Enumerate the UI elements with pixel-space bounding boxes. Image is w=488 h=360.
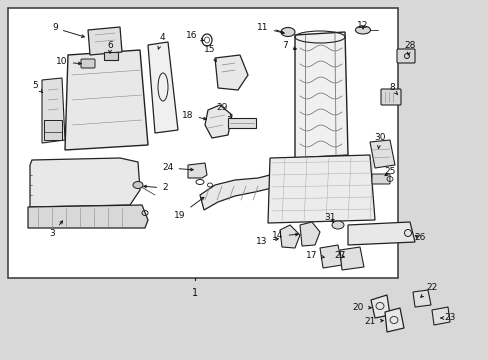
Text: 4: 4: [158, 33, 164, 49]
Polygon shape: [347, 222, 414, 245]
Polygon shape: [280, 225, 299, 248]
Polygon shape: [204, 105, 231, 138]
Polygon shape: [215, 55, 247, 90]
Text: 27: 27: [334, 252, 345, 261]
Polygon shape: [28, 205, 148, 228]
Ellipse shape: [281, 27, 294, 36]
Text: 7: 7: [282, 41, 296, 50]
Text: 25: 25: [384, 167, 395, 176]
Polygon shape: [148, 42, 178, 133]
Text: 6: 6: [107, 40, 113, 53]
Polygon shape: [299, 222, 319, 246]
FancyBboxPatch shape: [396, 49, 414, 63]
Ellipse shape: [331, 221, 343, 229]
Text: 31: 31: [324, 213, 335, 222]
Text: 11: 11: [257, 23, 284, 34]
Text: 8: 8: [388, 84, 397, 95]
Bar: [8, 8, 397, 278]
Polygon shape: [369, 140, 394, 168]
Polygon shape: [30, 158, 140, 207]
FancyBboxPatch shape: [371, 174, 389, 184]
Polygon shape: [65, 50, 148, 150]
Text: 2: 2: [143, 184, 167, 193]
Text: 15: 15: [204, 45, 216, 62]
Ellipse shape: [355, 26, 370, 34]
Polygon shape: [431, 307, 449, 325]
Text: 23: 23: [440, 314, 455, 323]
Polygon shape: [42, 78, 65, 143]
Text: 18: 18: [182, 111, 206, 120]
FancyBboxPatch shape: [380, 89, 400, 105]
Text: 3: 3: [49, 221, 62, 238]
Text: 1: 1: [192, 288, 198, 298]
Text: 12: 12: [357, 22, 368, 31]
Polygon shape: [187, 163, 206, 178]
Text: 19: 19: [174, 197, 203, 220]
Text: 20: 20: [351, 302, 370, 311]
Bar: [44, 120, 62, 140]
Text: 9: 9: [52, 23, 84, 37]
Text: 28: 28: [404, 41, 415, 55]
Text: 17: 17: [305, 251, 324, 260]
Text: 22: 22: [420, 283, 437, 297]
Text: 13: 13: [256, 238, 278, 247]
Text: 29: 29: [216, 104, 231, 117]
Text: 26: 26: [413, 234, 425, 243]
Text: 14: 14: [272, 231, 298, 240]
Text: 24: 24: [162, 163, 193, 172]
Polygon shape: [370, 295, 389, 318]
Polygon shape: [319, 245, 341, 268]
Polygon shape: [294, 32, 347, 158]
Polygon shape: [88, 27, 122, 55]
Text: 10: 10: [56, 58, 81, 67]
Text: 30: 30: [373, 134, 385, 148]
Polygon shape: [339, 247, 363, 270]
Bar: [227, 118, 256, 128]
Text: 21: 21: [364, 318, 383, 327]
Bar: [104, 52, 118, 60]
Text: 5: 5: [32, 81, 42, 93]
Polygon shape: [384, 308, 403, 332]
Text: 16: 16: [186, 31, 203, 41]
Ellipse shape: [133, 181, 142, 189]
Polygon shape: [200, 175, 271, 210]
Polygon shape: [267, 155, 374, 223]
Polygon shape: [412, 290, 430, 307]
FancyBboxPatch shape: [81, 59, 95, 68]
